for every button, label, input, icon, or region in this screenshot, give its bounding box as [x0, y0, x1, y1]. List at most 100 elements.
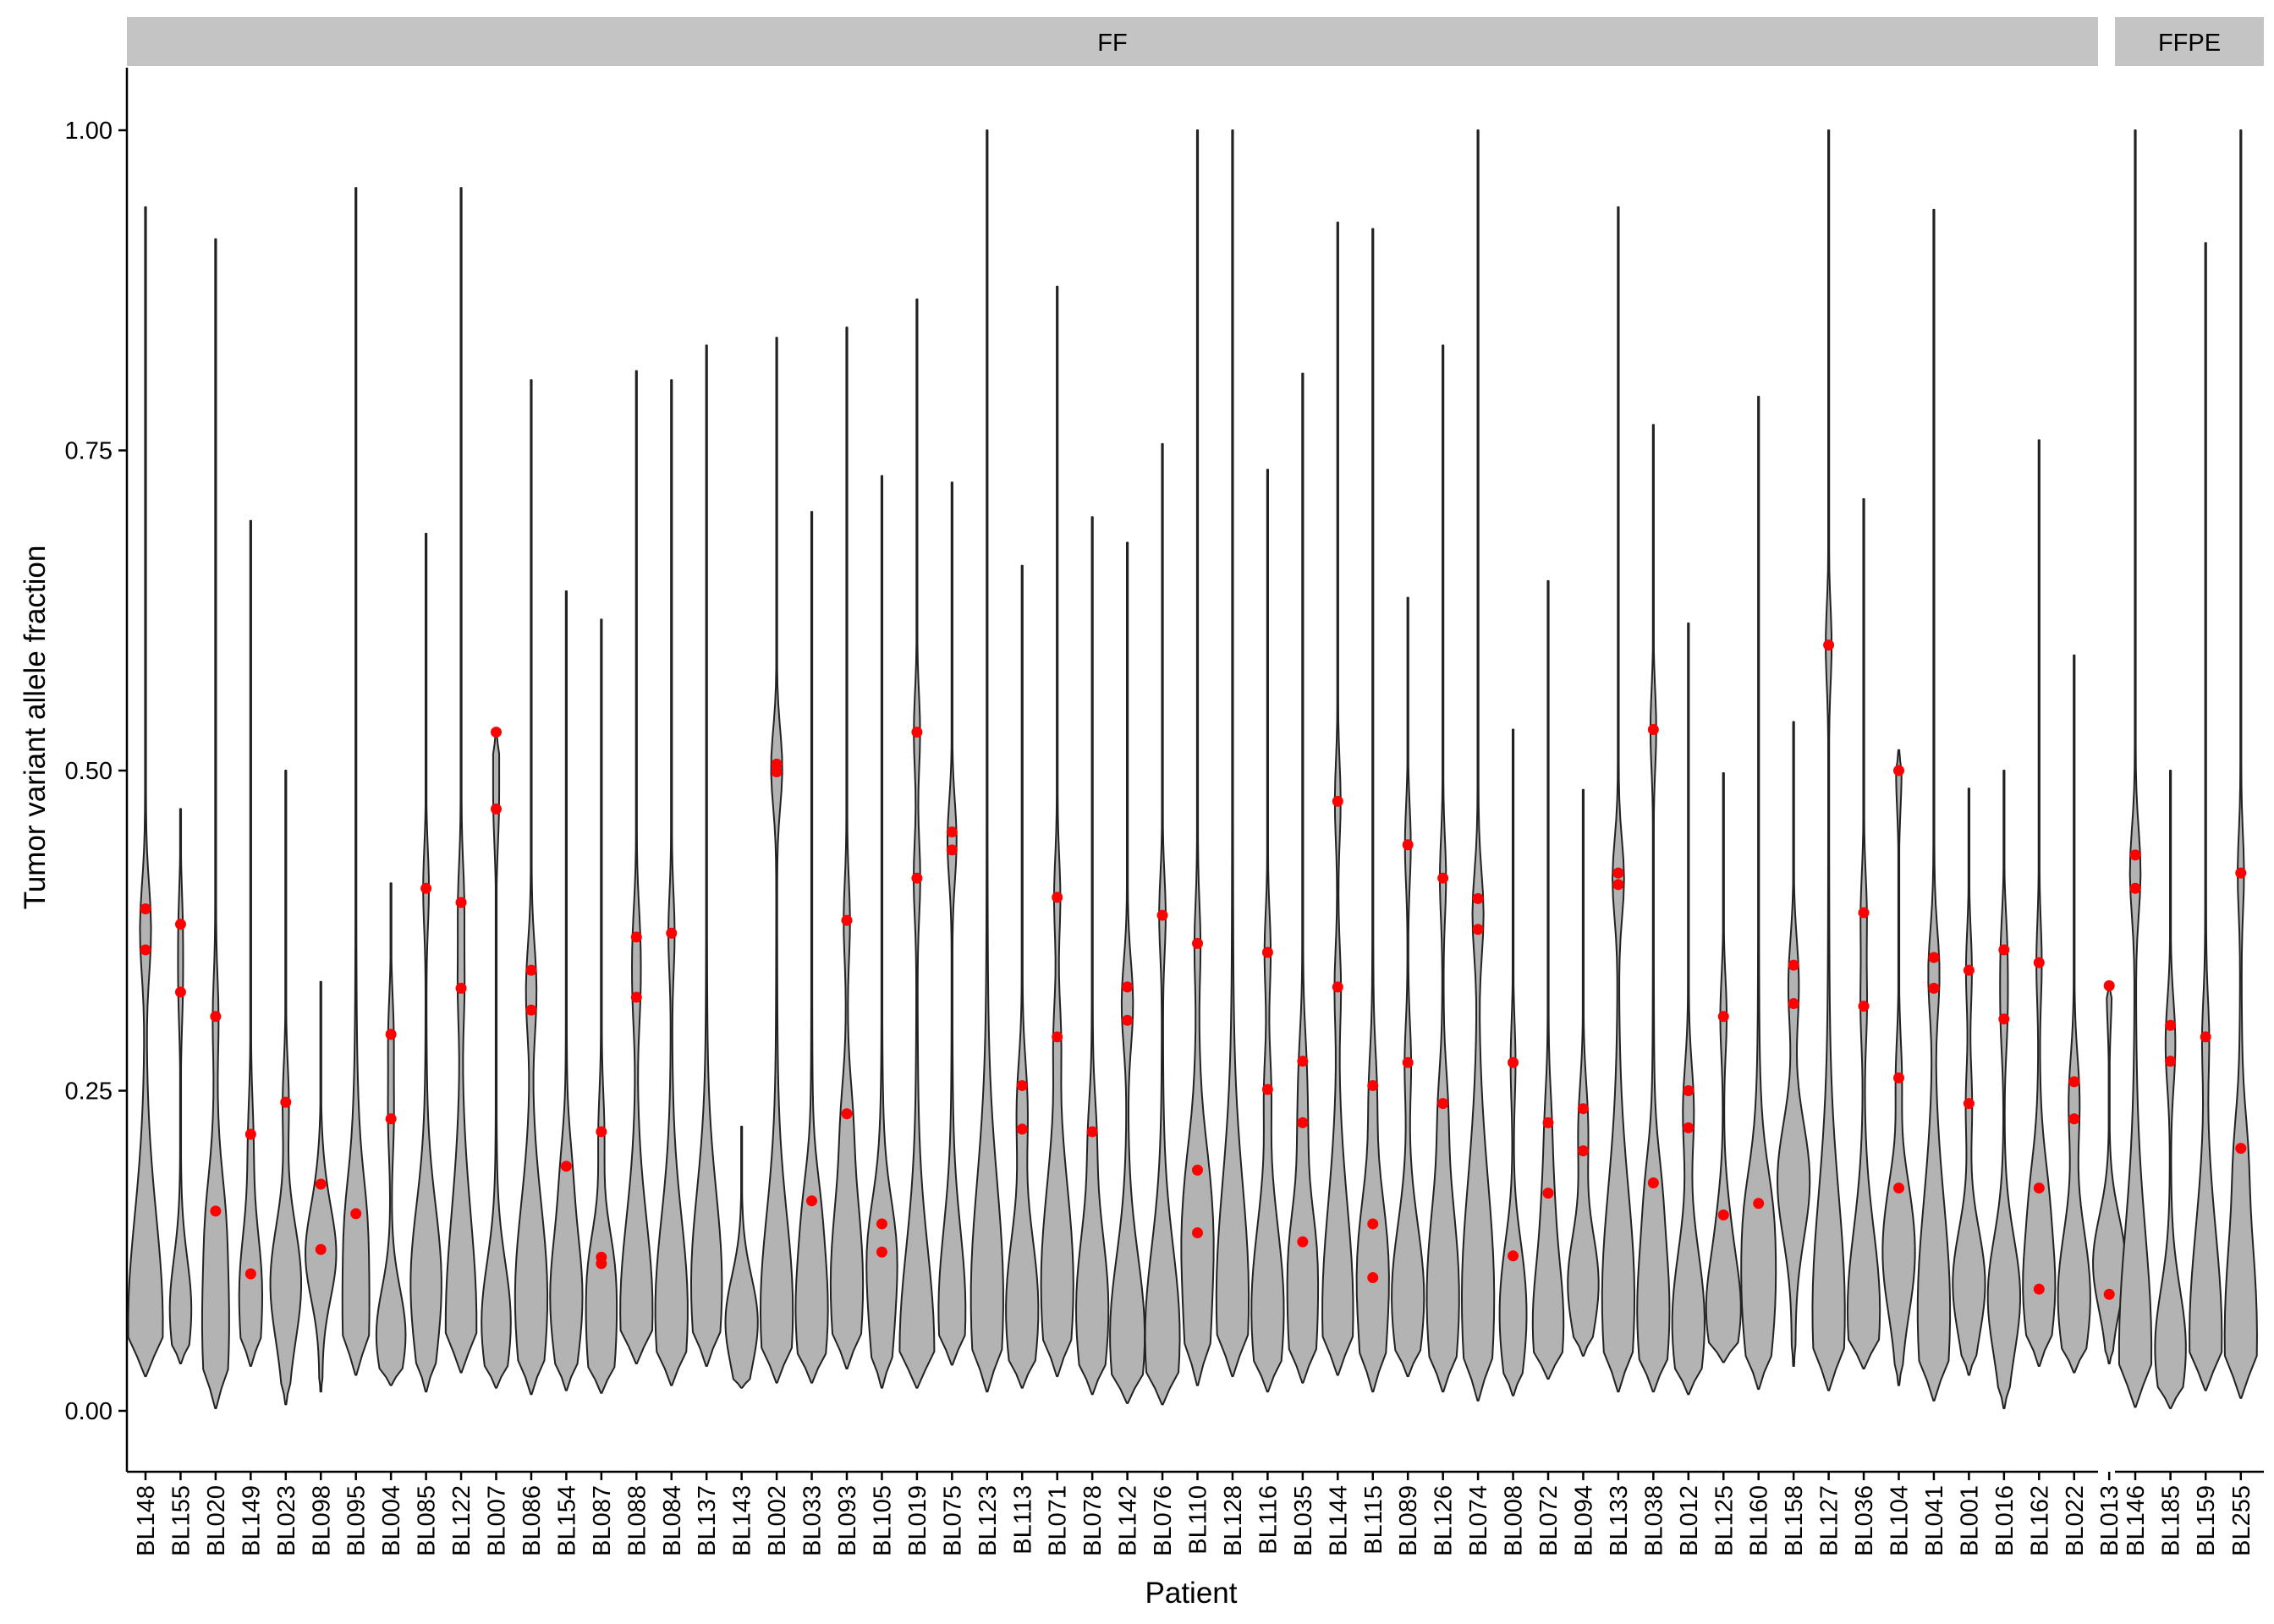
point-bl104 [1893, 765, 1904, 776]
point-bl115 [1367, 1218, 1379, 1230]
violin-bl158 [1777, 721, 1811, 1368]
violin-bl038 [1636, 424, 1671, 1393]
point-bl074 [1472, 924, 1484, 935]
violin-bl095 [341, 187, 371, 1376]
violin-bl122 [444, 187, 478, 1374]
x-tick-label-bl088: BL088 [623, 1485, 651, 1556]
point-bl071 [1052, 1031, 1063, 1043]
y-tick-label: 0.00 [65, 1398, 113, 1425]
x-tick-label-bl036: BL036 [1851, 1485, 1878, 1556]
x-tick-label-bl093: BL093 [834, 1485, 861, 1556]
x-tick-label-bl038: BL038 [1640, 1485, 1667, 1556]
facet-strip-ff [127, 17, 2098, 66]
point-bl002 [771, 766, 783, 778]
point-bl116 [1261, 946, 1273, 958]
point-bl035 [1297, 1116, 1309, 1128]
x-tick-label-bl084: BL084 [659, 1485, 686, 1556]
violin-bl020 [200, 238, 230, 1409]
point-bl154 [560, 1160, 572, 1172]
point-bl085 [420, 882, 432, 894]
facet-strips: FF FFPE [127, 17, 2264, 66]
violin-bl142 [1109, 541, 1146, 1404]
point-bl125 [1717, 1209, 1729, 1221]
y-axis-title: Tumor variant allele fraction [19, 546, 52, 910]
point-bl093 [841, 1108, 853, 1120]
violin-bl160 [1740, 395, 1777, 1391]
point-bl105 [876, 1246, 887, 1258]
violin-bl148 [127, 206, 164, 1378]
x-tick-label-bl142: BL142 [1115, 1485, 1142, 1556]
violin-bl115 [1355, 228, 1390, 1393]
point-bl002 [771, 758, 783, 770]
violin-bl126 [1425, 344, 1460, 1393]
x-tick-label-bl122: BL122 [448, 1485, 475, 1556]
point-bl072 [1542, 1116, 1554, 1128]
x-tick-label-bl123: BL123 [975, 1485, 1002, 1556]
point-bl126 [1437, 872, 1449, 884]
point-bl078 [1086, 1126, 1098, 1138]
point-bl075 [946, 844, 958, 856]
x-tick-label-bl078: BL078 [1079, 1485, 1107, 1556]
x-tick-label-bl076: BL076 [1150, 1485, 1177, 1556]
point-bl008 [1508, 1250, 1519, 1262]
point-bl104 [1893, 1072, 1904, 1084]
violin-bl185 [2154, 770, 2187, 1409]
point-bl019 [911, 872, 923, 884]
violin-bl088 [619, 370, 654, 1364]
point-bl113 [1016, 1123, 1028, 1135]
y-tick-label: 0.25 [65, 1078, 113, 1106]
point-bl038 [1647, 724, 1659, 736]
point-bl159 [2200, 1031, 2211, 1043]
x-tick-label-bl154: BL154 [553, 1485, 580, 1556]
point-bl001 [1963, 1098, 1975, 1110]
x-tick-label-bl095: BL095 [343, 1485, 371, 1556]
point-bl088 [630, 931, 642, 943]
violin-bl001 [1952, 787, 1986, 1376]
x-tick-label-bl143: BL143 [729, 1485, 756, 1556]
point-bl160 [1753, 1198, 1765, 1210]
violin-bl125 [1705, 772, 1742, 1363]
x-tick-label-bl041: BL041 [1921, 1485, 1948, 1556]
x-tick-label-bl127: BL127 [1816, 1485, 1843, 1556]
y-tick-label: 1.00 [65, 118, 113, 145]
point-bl116 [1261, 1084, 1273, 1095]
violin-bl159 [2189, 242, 2223, 1391]
point-bl144 [1332, 981, 1343, 993]
point-bl255 [2235, 867, 2247, 879]
violin-bl255 [2223, 129, 2258, 1399]
violin-bl162 [2022, 439, 2057, 1368]
axes: 0.00 0.25 0.50 0.75 1.00 [65, 68, 2264, 1473]
violin-bl076 [1144, 442, 1181, 1406]
x-tick-labels: BL148 BL155 BL020 BL149 BL023 BL098 BL095 BL004… [133, 1472, 2255, 1556]
x-tick-label-bl019: BL019 [904, 1485, 931, 1556]
point-bl149 [244, 1268, 256, 1280]
violin-bl087 [585, 618, 618, 1394]
violin-bl033 [794, 511, 829, 1384]
point-bl012 [1683, 1122, 1695, 1133]
point-bl001 [1963, 964, 1975, 976]
x-tick-label-bl008: BL008 [1501, 1485, 1528, 1556]
x-tick-label-bl094: BL094 [1570, 1485, 1597, 1556]
point-bl098 [315, 1178, 327, 1190]
x-tick-label-bl105: BL105 [869, 1485, 896, 1556]
point-bl072 [1542, 1188, 1554, 1199]
x-tick-label-bl133: BL133 [1606, 1485, 1633, 1556]
violin-bl110 [1180, 129, 1215, 1386]
violin-bl104 [1881, 749, 1916, 1386]
x-tick-label-bl086: BL086 [519, 1485, 546, 1556]
x-tick-label-bl159: BL159 [2193, 1485, 2220, 1556]
x-tick-label-bl072: BL072 [1535, 1485, 1563, 1556]
point-bl036 [1858, 907, 1870, 919]
point-bl110 [1192, 1227, 1203, 1239]
point-bl093 [841, 914, 853, 926]
point-bl255 [2235, 1143, 2247, 1155]
point-bl016 [1998, 1013, 2010, 1025]
point-bl022 [2068, 1076, 2080, 1088]
point-bl075 [946, 826, 958, 838]
y-tick-label: 0.75 [65, 438, 113, 465]
point-bl007 [491, 727, 502, 738]
point-bl088 [630, 991, 642, 1003]
violin-bl085 [409, 532, 442, 1393]
x-tick-label-bl155: BL155 [168, 1485, 195, 1556]
